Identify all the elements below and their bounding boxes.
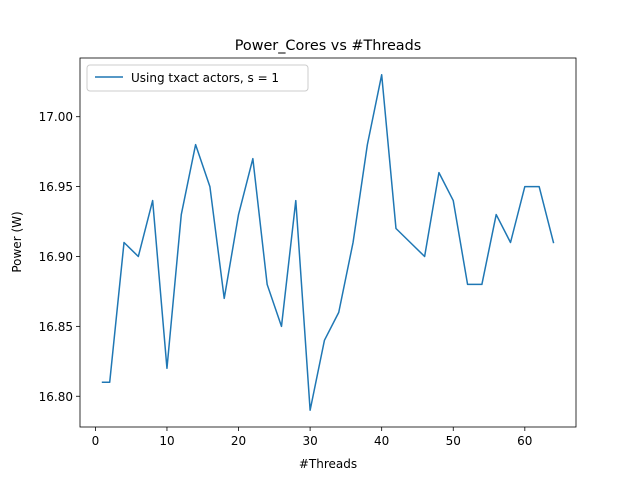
- legend-label: Using txact actors, s = 1: [131, 71, 279, 85]
- x-tick-label: 30: [302, 434, 317, 448]
- series-layer: [101, 74, 555, 411]
- x-axis-ticks: 0 10 20 30 40 50 60: [92, 427, 532, 448]
- y-axis-ticks: 16.80 16.85 16.90 16.95 17.00: [39, 110, 80, 404]
- series-line-0: [101, 74, 555, 411]
- y-tick-label: 16.95: [39, 180, 73, 194]
- y-tick-label: 16.80: [39, 390, 73, 404]
- x-tick-label: 10: [159, 434, 174, 448]
- legend: Using txact actors, s = 1: [86, 64, 309, 92]
- y-tick-label: 16.85: [39, 320, 73, 334]
- y-tick-label: 17.00: [39, 110, 73, 124]
- x-axis-label: #Threads: [299, 457, 357, 471]
- x-tick-label: 0: [92, 434, 100, 448]
- chart-title: Power_Cores vs #Threads: [235, 38, 422, 54]
- y-tick-label: 16.90: [39, 250, 73, 264]
- x-tick-label: 50: [446, 434, 461, 448]
- plot-area: [80, 58, 576, 427]
- x-tick-label: 20: [231, 434, 246, 448]
- legend-box: [86, 64, 309, 92]
- plot-frame: [79, 57, 577, 428]
- y-axis-label: Power (W): [10, 211, 24, 272]
- x-tick-label: 60: [517, 434, 532, 448]
- x-tick-label: 40: [374, 434, 389, 448]
